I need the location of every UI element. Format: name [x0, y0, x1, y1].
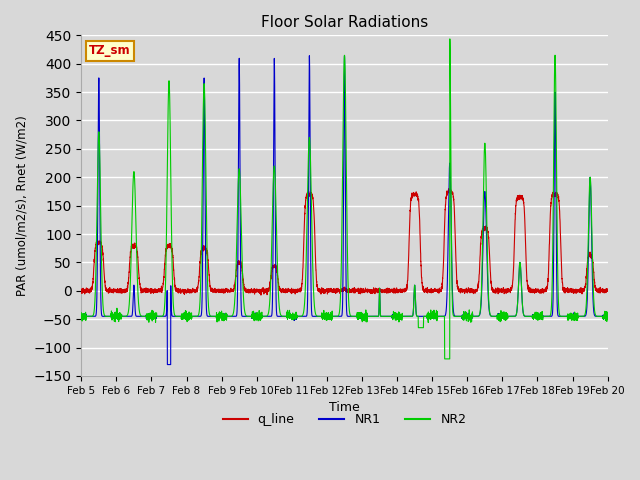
q_line	[384, 290, 392, 296]
NR2	[325, 314, 333, 320]
NR1	[96, 152, 104, 157]
NR1	[604, 314, 612, 320]
NR2	[280, 313, 287, 319]
NR2	[384, 313, 392, 319]
Line: NR2: NR2	[81, 39, 608, 359]
Y-axis label: PAR (umol/m2/s), Rnet (W/m2): PAR (umol/m2/s), Rnet (W/m2)	[15, 115, 28, 296]
q_line	[325, 287, 333, 293]
Title: Floor Solar Radiations: Floor Solar Radiations	[261, 15, 428, 30]
Line: q_line: q_line	[81, 189, 608, 295]
NR1	[280, 313, 287, 319]
q_line	[479, 228, 487, 233]
q_line	[257, 292, 265, 298]
NR1	[325, 313, 333, 319]
NR2	[604, 316, 612, 322]
NR1	[479, 243, 487, 249]
X-axis label: Time: Time	[329, 401, 360, 414]
q_line	[399, 289, 406, 295]
NR2	[446, 36, 454, 42]
Line: NR1: NR1	[81, 56, 608, 365]
q_line	[96, 241, 104, 247]
NR2	[398, 311, 406, 316]
NR1	[399, 313, 406, 319]
Legend: q_line, NR1, NR2: q_line, NR1, NR2	[218, 408, 472, 431]
NR2	[479, 216, 487, 222]
NR2	[441, 356, 449, 362]
NR1	[385, 313, 392, 319]
q_line	[445, 186, 453, 192]
NR1	[163, 362, 171, 368]
NR1	[305, 53, 313, 59]
q_line	[280, 286, 287, 292]
Text: TZ_sm: TZ_sm	[89, 44, 131, 57]
NR1	[77, 313, 85, 319]
NR2	[96, 146, 104, 152]
NR2	[77, 310, 85, 315]
q_line	[77, 289, 85, 295]
q_line	[604, 288, 612, 294]
